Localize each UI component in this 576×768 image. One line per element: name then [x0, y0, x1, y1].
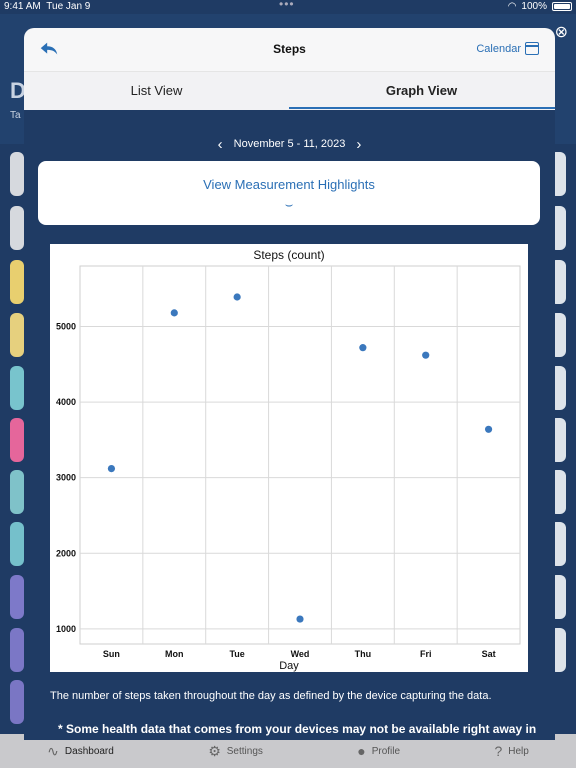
background-card: [10, 575, 24, 619]
date-navigator: ‹ November 5 - 11, 2023 ›: [24, 136, 555, 153]
status-time: 9:41 AM Tue Jan 9: [4, 1, 91, 12]
status-right: ◠ 100%: [508, 1, 572, 12]
background-card: [10, 628, 24, 672]
multitask-dots-icon[interactable]: •••: [279, 0, 295, 11]
modal-title: Steps: [273, 42, 306, 56]
x-tick-label: Tue: [229, 649, 244, 659]
chevron-right-icon[interactable]: ›: [356, 136, 362, 153]
chart-description: The number of steps taken throughout the…: [50, 690, 492, 702]
background-card: [10, 366, 24, 410]
wifi-icon: ◠: [507, 1, 517, 12]
steps-chart: Steps (count) Day 1000 2000 3000 4000 5000 Su…: [50, 244, 528, 672]
x-tick-label: Sat: [482, 649, 496, 659]
battery-percent: 100%: [521, 1, 547, 12]
steps-chart-svg: Steps (count) Day 1000 2000 3000 4000 5000 Su…: [56, 248, 521, 672]
tab-graph-view[interactable]: Graph View: [385, 83, 458, 98]
x-tick-label: Fri: [420, 649, 432, 659]
data-point-wed[interactable]: [296, 615, 304, 623]
y-tick-label: 3000: [56, 473, 76, 483]
date-range: November 5 - 11, 2023: [233, 138, 346, 150]
y-tick-label: 2000: [56, 548, 76, 558]
data-point-thu[interactable]: [359, 344, 367, 352]
back-arrow-icon[interactable]: [38, 38, 60, 60]
tab-settings[interactable]: ⚙ Settings: [208, 742, 263, 759]
data-point-sat[interactable]: [484, 425, 493, 433]
background-card: [10, 470, 24, 514]
background-card: [10, 152, 24, 196]
chevron-left-icon[interactable]: ‹: [217, 136, 223, 153]
chevron-down-icon: ⌣: [284, 197, 294, 212]
person-icon: ●: [357, 743, 366, 759]
x-tick-label: Sun: [103, 649, 120, 659]
tab-list-view[interactable]: List View: [130, 83, 183, 98]
x-tick-label: Mon: [165, 649, 184, 659]
health-data-note: * Some health data that comes from your …: [58, 722, 537, 736]
tab-profile[interactable]: ● Profile: [357, 743, 401, 759]
background-card: [10, 680, 24, 724]
data-point-tue[interactable]: [233, 293, 241, 301]
background-card: [10, 522, 24, 566]
plot-frame: [79, 265, 521, 645]
data-point-mon[interactable]: [170, 309, 178, 317]
data-point-fri[interactable]: [422, 351, 430, 359]
x-tick-label: Thu: [355, 649, 372, 659]
tab-dashboard[interactable]: ∿ Dashboard: [47, 742, 114, 759]
background-card: [10, 206, 24, 250]
modal-header: Steps Calendar: [24, 28, 555, 72]
status-bar: 9:41 AM Tue Jan 9 ••• ◠ 100%: [0, 0, 576, 14]
measurement-highlights-button[interactable]: View Measurement Highlights ⌣: [38, 161, 540, 225]
close-icon[interactable]: ⊗: [554, 24, 568, 41]
chart-x-axis-label: Day: [279, 660, 299, 672]
pulse-icon: ∿: [47, 742, 59, 759]
background-title: D: [10, 78, 26, 103]
tab-help[interactable]: ? Help: [494, 743, 529, 759]
chart-title: Steps (count): [253, 248, 324, 262]
gear-icon: ⚙: [208, 742, 221, 759]
highlights-label: View Measurement Highlights: [203, 177, 375, 192]
calendar-icon: [525, 42, 539, 55]
battery-icon: [552, 2, 572, 11]
y-tick-label: 1000: [56, 624, 76, 634]
steps-modal: Steps Calendar List View Graph View ‹ No…: [24, 28, 555, 740]
data-point-sun[interactable]: [107, 465, 116, 473]
selected-tab-indicator: [289, 107, 555, 109]
background-card: [10, 313, 24, 357]
x-tick-label: Wed: [291, 649, 310, 659]
y-tick-label: 5000: [56, 321, 76, 331]
background-subtitle: Ta: [10, 110, 21, 121]
y-tick-label: 4000: [56, 397, 76, 407]
calendar-button[interactable]: Calendar: [476, 42, 539, 55]
background-card: [10, 260, 24, 304]
question-icon: ?: [494, 743, 503, 759]
view-segmented-control: List View Graph View: [24, 72, 555, 110]
background-card: [10, 418, 24, 462]
